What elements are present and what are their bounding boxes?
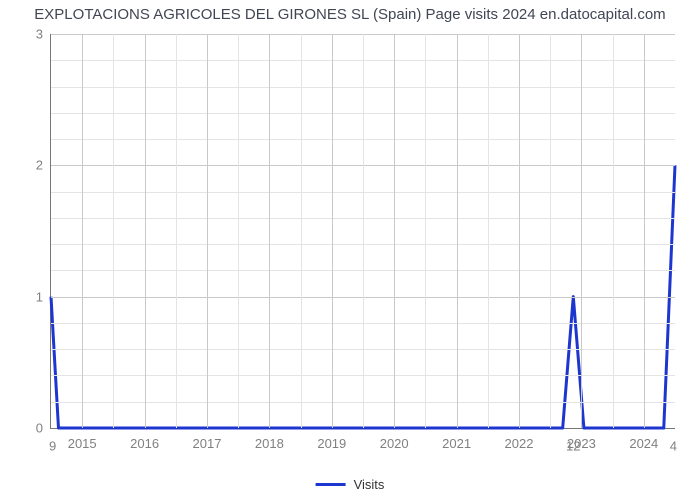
x-tick-label: 2019	[317, 436, 346, 451]
grid-line-x-major	[145, 34, 146, 428]
plot-area: 0123201520162017201820192020202120222023…	[50, 34, 675, 429]
legend-swatch	[316, 483, 346, 486]
x-tick-label: 2015	[68, 436, 97, 451]
annotation-label: 9	[49, 439, 56, 454]
annotation-label: 12	[566, 439, 580, 454]
chart-title: EXPLOTACIONS AGRICOLES DEL GIRONES SL (S…	[0, 6, 700, 23]
grid-line-x-minor	[550, 34, 551, 428]
grid-line-x-major	[581, 34, 582, 428]
x-tick-label: 2021	[442, 436, 471, 451]
x-tick-label: 2016	[130, 436, 159, 451]
grid-line-x-major	[207, 34, 208, 428]
legend: Visits	[316, 477, 385, 492]
grid-line-x-major	[644, 34, 645, 428]
x-tick-label: 2018	[255, 436, 284, 451]
grid-line-x-minor	[301, 34, 302, 428]
grid-line-x-minor	[488, 34, 489, 428]
grid-line-x-major	[519, 34, 520, 428]
annotation-label: 4	[670, 439, 677, 454]
grid-line-x-minor	[113, 34, 114, 428]
y-tick-label: 1	[36, 289, 43, 304]
grid-line-x-major	[457, 34, 458, 428]
legend-label: Visits	[354, 477, 385, 492]
x-tick-label: 2024	[629, 436, 658, 451]
grid-line-x-major	[332, 34, 333, 428]
grid-line-x-major	[82, 34, 83, 428]
grid-line-x-minor	[425, 34, 426, 428]
chart-container: EXPLOTACIONS AGRICOLES DEL GIRONES SL (S…	[0, 0, 700, 500]
x-tick-label: 2020	[380, 436, 409, 451]
grid-line-x-minor	[238, 34, 239, 428]
y-tick-label: 0	[36, 421, 43, 436]
grid-line-x-major	[269, 34, 270, 428]
grid-line-x-minor	[613, 34, 614, 428]
x-tick-label: 2022	[505, 436, 534, 451]
x-tick-label: 2017	[193, 436, 222, 451]
y-tick-label: 2	[36, 158, 43, 173]
grid-line-x-minor	[363, 34, 364, 428]
y-tick-label: 3	[36, 27, 43, 42]
grid-line-x-minor	[176, 34, 177, 428]
grid-line-x-major	[394, 34, 395, 428]
